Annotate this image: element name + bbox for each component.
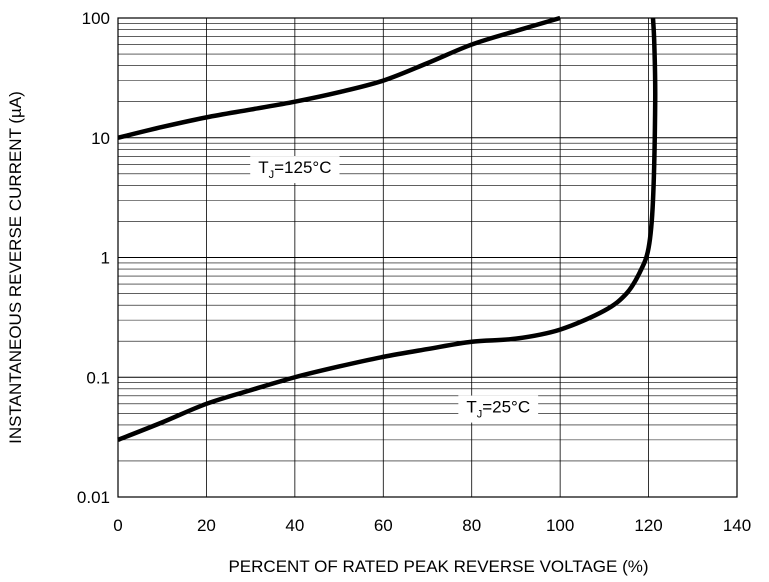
minor-grid (118, 23, 737, 462)
annotations: TJ=125°C TJ=25°C (250, 156, 539, 423)
plot-frame (117, 17, 738, 498)
x-tick-label: 120 (634, 516, 662, 535)
y-tick-labels: 0.01 0.1 1 10 100 (77, 9, 110, 507)
y-tick-label: 10 (91, 129, 110, 148)
x-axis-title: PERCENT OF RATED PEAK REVERSE VOLTAGE (%… (228, 557, 648, 576)
series-line-tj-125c (117, 15, 561, 140)
annotation-background (458, 395, 539, 423)
y-tick-label: 100 (82, 9, 110, 28)
x-tick-labels: 0 20 40 60 80 100 120 140 (113, 516, 751, 535)
annotation-label: TJ=125°C (258, 158, 331, 181)
annotation-label: TJ=25°C (466, 398, 530, 421)
y-axis-title: INSTANTANEOUS REVERSE CURRENT (µA) (6, 91, 25, 444)
x-tick-label: 40 (285, 516, 304, 535)
x-tick-label: 20 (197, 516, 216, 535)
annotation-background (250, 156, 340, 184)
curves (117, 15, 658, 442)
y-tick-label: 0.01 (77, 488, 110, 507)
x-tick-label: 60 (374, 516, 393, 535)
x-tick-label: 100 (546, 516, 574, 535)
x-tick-label: 80 (462, 516, 481, 535)
y-tick-label: 0.1 (86, 368, 110, 387)
x-tick-label: 140 (723, 516, 751, 535)
series-line-tj-25c (117, 17, 658, 442)
x-tick-label: 0 (113, 516, 122, 535)
y-tick-label: 1 (101, 249, 110, 268)
